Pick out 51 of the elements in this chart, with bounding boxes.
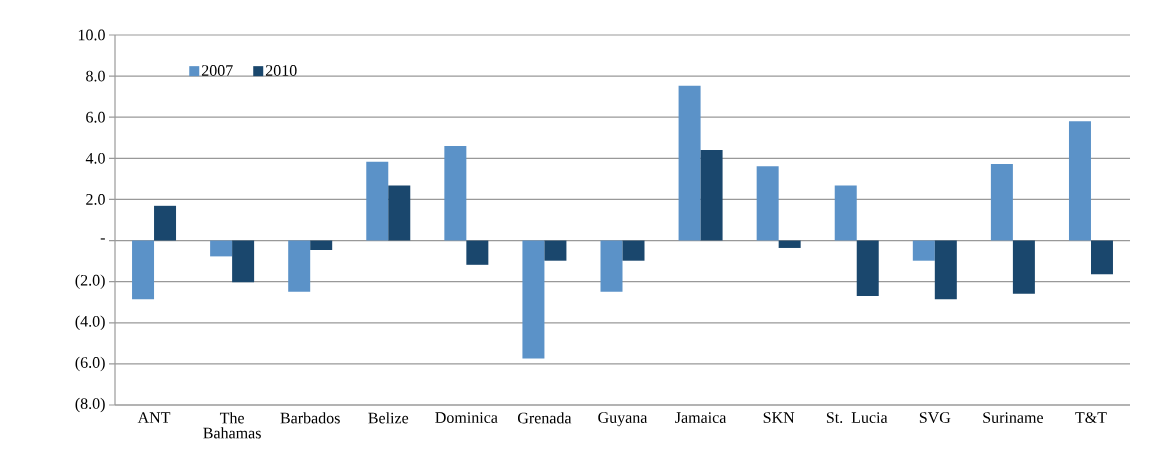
bar	[622, 240, 645, 261]
x-tick-label: The Bahamas	[203, 412, 261, 439]
bar	[600, 240, 623, 292]
x-tick-label: Suriname	[983, 412, 1043, 423]
bar	[132, 240, 155, 300]
y-tick-label: (6.0)	[75, 356, 105, 372]
x-tick-label: St. Lucia	[826, 412, 888, 424]
x-tick-label: SVG	[919, 412, 951, 424]
bar	[1090, 240, 1113, 275]
bar	[232, 240, 255, 283]
bar	[834, 185, 857, 241]
bar	[522, 240, 545, 359]
bar	[544, 240, 567, 261]
bar	[444, 146, 467, 241]
x-tick-label: Belize	[368, 412, 409, 424]
bar	[934, 240, 957, 300]
y-tick-label: 2.0	[86, 194, 105, 205]
x-tick-label: Dominica	[435, 412, 498, 423]
x-tick-label: T&T	[1075, 412, 1107, 423]
x-tick-label: ANT	[137, 412, 171, 423]
y-tick-label: 8.0	[86, 70, 105, 82]
y-tick-label: (2.0)	[75, 274, 105, 289]
legend-label: 2007	[201, 65, 233, 76]
bar	[466, 240, 489, 265]
bar	[210, 240, 233, 257]
bar	[990, 164, 1013, 241]
x-tick-label: Guyana	[598, 412, 648, 427]
y-tick-label: (4.0)	[75, 315, 105, 331]
y-tick-label: 4.0	[85, 152, 105, 164]
y-tick-label: (8.0)	[75, 397, 105, 413]
bar	[912, 240, 935, 261]
bar	[1068, 121, 1091, 241]
y-tick-label: 10.0	[78, 29, 105, 41]
bar	[778, 240, 801, 248]
bar	[388, 185, 411, 241]
bar	[1012, 240, 1035, 294]
x-tick-label: SKN	[763, 412, 795, 423]
legend-label: 2010	[265, 65, 297, 76]
x-tick-label: Barbados	[280, 412, 340, 424]
bar	[310, 240, 333, 251]
x-tick-label: Grenada	[517, 412, 572, 424]
bar	[678, 85, 701, 241]
bar	[856, 240, 879, 297]
bar	[366, 161, 389, 241]
bar	[154, 205, 177, 241]
y-tick-label: -	[100, 238, 105, 240]
y-tick-label: 6.0	[86, 111, 105, 123]
bar	[288, 240, 311, 292]
bar	[756, 166, 779, 241]
x-tick-label: Jamaica	[675, 412, 727, 423]
bar	[700, 150, 723, 241]
